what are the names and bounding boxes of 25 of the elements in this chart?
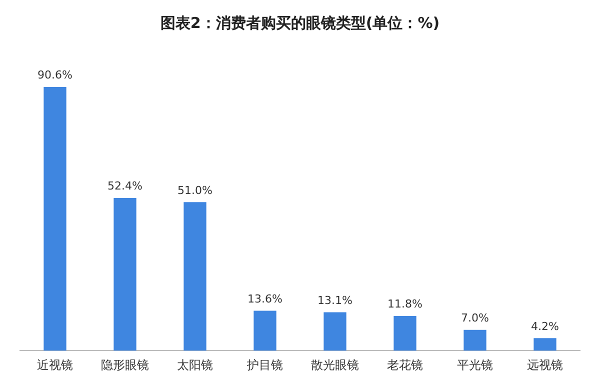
bar <box>534 338 556 351</box>
bar <box>464 330 486 351</box>
chart-title: 图表2：消费者购买的眼镜类型(单位：%) <box>159 13 441 34</box>
data-label: 4.2% <box>531 320 559 333</box>
data-label: 13.6% <box>248 292 282 306</box>
bar <box>184 202 206 351</box>
data-label: 52.4% <box>108 180 142 193</box>
x-tick-label: 平光镜 <box>457 358 493 372</box>
x-tick-label: 散光眼镜 <box>311 358 359 372</box>
data-label: 7.0% <box>461 312 489 325</box>
x-tick-label: 老花镜 <box>387 358 423 372</box>
data-label: 90.6% <box>38 68 72 82</box>
x-tick-label: 远视镜 <box>527 358 563 372</box>
x-tick-label: 近视镜 <box>37 358 73 372</box>
bar <box>324 312 346 351</box>
bar <box>114 198 136 351</box>
bar <box>394 316 416 351</box>
x-tick-label: 太阳镜 <box>177 358 213 372</box>
x-tick-label: 隐形眼镜 <box>101 358 149 372</box>
data-label: 11.8% <box>388 298 422 311</box>
x-tick-label: 护目镜 <box>246 358 283 372</box>
bar <box>254 310 276 351</box>
data-label: 13.1% <box>318 294 352 307</box>
bar <box>44 86 66 351</box>
data-label: 51.0% <box>178 184 212 197</box>
